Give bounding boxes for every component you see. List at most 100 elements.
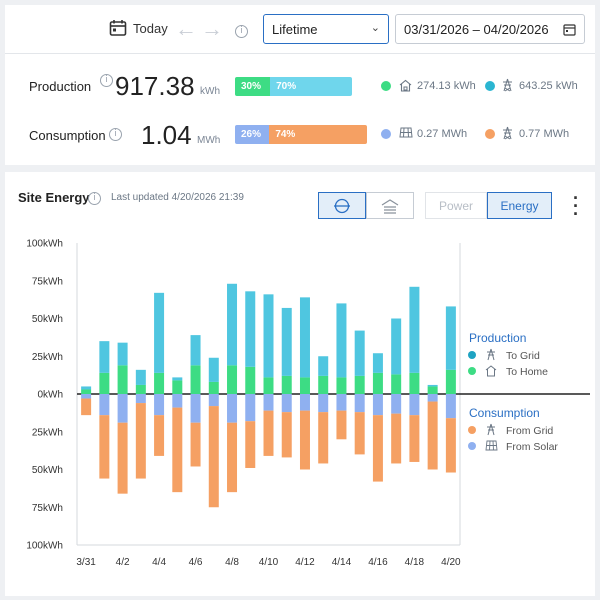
chevron-down-icon: ⌄ [370, 22, 380, 34]
y-tick-label: 50kWh [32, 314, 63, 325]
bar-to-grid [227, 283, 238, 366]
bar-from-grid [336, 410, 347, 440]
production-value: 917.38 [115, 71, 195, 101]
bar-from-solar [172, 394, 183, 408]
power-toggle[interactable]: Power [425, 192, 487, 219]
bar-from-solar [445, 394, 456, 419]
bar-to-grid [318, 356, 329, 376]
bar-to-grid [172, 377, 183, 381]
info-icon[interactable]: i [235, 25, 248, 38]
range-select-value: Lifetime [272, 22, 318, 37]
y-tick-label: 25kWh [32, 427, 63, 438]
legend-label: From Solar [506, 441, 558, 453]
legend-label: To Home [506, 366, 548, 378]
bar-from-solar [372, 394, 383, 416]
energy-toggle[interactable]: Energy [487, 192, 552, 219]
x-tick-label: 4/6 [189, 557, 203, 568]
production-label: Production [29, 79, 92, 94]
from-solar-dot [381, 129, 391, 139]
chart-view-button[interactable] [318, 192, 366, 219]
y-tick-label: 100kWh [26, 239, 63, 250]
bar-from-grid [263, 410, 274, 456]
production-unit: kWh [200, 86, 220, 97]
bar-to-home [354, 375, 365, 394]
bar-from-grid [391, 413, 402, 464]
flow-view-icon [381, 198, 399, 214]
summary-panel: Today ← → i Lifetime ⌄ 03/31/2026 – 04/2… [5, 5, 595, 165]
bar-to-home [427, 386, 438, 394]
more-options-icon[interactable]: · · · [573, 188, 579, 224]
bar-from-grid [427, 401, 438, 470]
consumption-info-icon[interactable]: i [109, 128, 122, 141]
bar-from-solar [190, 394, 201, 423]
legend-label: To Grid [506, 350, 540, 362]
bar-to-home [245, 366, 256, 394]
bar-to-home [263, 377, 274, 394]
legend-swatch [468, 426, 476, 434]
bar-from-grid [318, 412, 329, 464]
bar-to-home [391, 374, 402, 394]
bar-to-grid [372, 353, 383, 373]
solar-panel-icon [399, 127, 413, 138]
bar-to-grid [281, 307, 292, 376]
bar-from-grid [99, 415, 110, 479]
bar-from-solar [135, 394, 146, 404]
site-energy-info-icon[interactable]: i [88, 192, 101, 205]
legend-swatch [468, 367, 476, 375]
bar-from-grid [117, 422, 128, 494]
production-split-bar: 30% 70% [235, 77, 352, 96]
bar-to-grid [208, 357, 219, 382]
bar-to-home [154, 372, 165, 394]
bar-from-grid [208, 406, 219, 508]
bar-from-solar [154, 394, 165, 416]
bar-to-home [208, 381, 219, 394]
consumption-value: 1.04 [141, 120, 192, 150]
previous-arrow-icon[interactable]: ← [175, 16, 197, 41]
bar-from-grid [227, 422, 238, 493]
bar-to-home [409, 372, 420, 394]
bar-from-grid [190, 422, 201, 467]
bar-from-solar [409, 394, 420, 416]
date-range-field[interactable]: 03/31/2026 – 04/20/2026 [395, 14, 585, 44]
date-range-value: 03/31/2026 – 04/20/2026 [404, 22, 549, 37]
site-energy-title: Site Energy [18, 190, 90, 205]
bar-to-grid [445, 306, 456, 370]
bar-to-home [336, 377, 347, 394]
bar-from-grid [299, 410, 310, 470]
x-tick-label: 4/12 [295, 557, 315, 568]
y-tick-label: 100kWh [26, 541, 63, 552]
next-arrow-icon[interactable]: → [201, 16, 223, 41]
y-tick-label: 75kWh [32, 503, 63, 514]
y-tick-label: 75kWh [32, 276, 63, 287]
production-grid-pct: 70% [270, 77, 352, 96]
bar-from-solar [263, 394, 274, 411]
x-tick-label: 3/31 [76, 557, 96, 568]
bar-from-grid [281, 412, 292, 458]
bar-to-home [117, 365, 128, 394]
x-tick-label: 4/4 [152, 557, 166, 568]
range-select[interactable]: Lifetime ⌄ [263, 14, 389, 44]
x-tick-label: 4/10 [259, 557, 279, 568]
calendar-icon [109, 20, 127, 36]
bar-to-home [299, 377, 310, 394]
x-tick-label: 4/14 [332, 557, 352, 568]
bar-to-home [172, 380, 183, 394]
bar-from-solar [208, 394, 219, 407]
bar-from-solar [245, 394, 256, 422]
flow-view-button[interactable] [366, 192, 414, 219]
bar-to-grid [263, 294, 274, 378]
x-tick-label: 4/18 [405, 557, 425, 568]
bar-from-solar [117, 394, 128, 423]
bar-to-grid [190, 335, 201, 366]
x-tick-label: 4/2 [116, 557, 130, 568]
today-label: Today [133, 20, 168, 36]
bar-to-home [281, 375, 292, 394]
x-tick-label: 4/8 [225, 557, 239, 568]
from-solar-value: 0.27 MWh [417, 128, 468, 140]
legend-label: From Grid [506, 425, 553, 437]
bar-to-home [318, 375, 329, 394]
production-info-icon[interactable]: i [100, 74, 113, 87]
today-button[interactable]: Today [109, 19, 168, 37]
house-icon [485, 365, 497, 377]
bar-from-solar [81, 394, 92, 399]
